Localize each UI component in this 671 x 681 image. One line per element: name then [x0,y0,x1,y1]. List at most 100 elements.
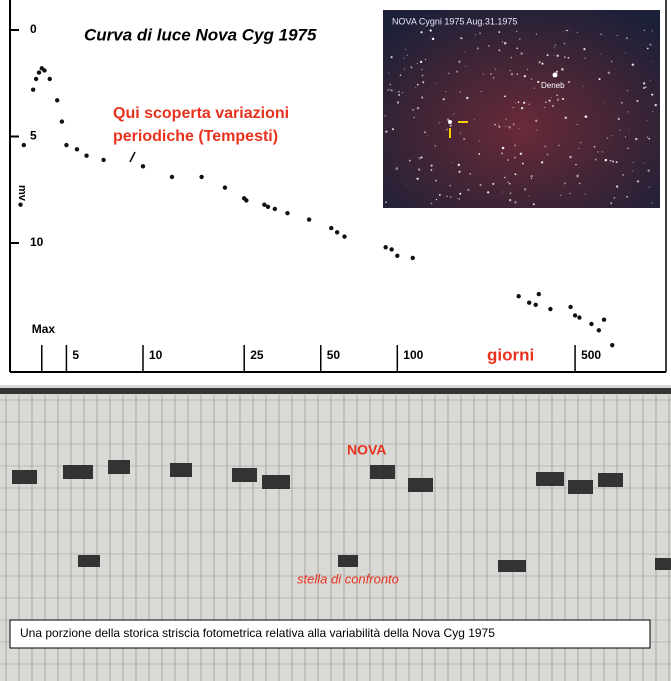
star-dot [519,38,521,40]
star-dot [450,196,452,198]
x-tick-label: 500 [581,348,601,362]
star-dot [530,78,533,80]
star-dot [508,182,511,185]
y-tick-label: 10 [30,235,44,249]
star-dot [626,90,629,92]
data-point [395,253,400,258]
star-dot [438,122,441,124]
star-dot [416,106,420,110]
star-dot [492,182,495,185]
annotation-arrow [129,151,136,163]
star-dot [451,162,453,164]
star-dot [426,134,428,136]
star-dot [505,118,507,120]
star-dot [457,197,459,199]
star-dot [445,91,447,93]
star-dot [626,196,628,198]
star-dot [430,164,433,167]
star-dot [646,136,649,138]
star-dot [523,101,526,104]
data-point [601,317,607,322]
star-dot [627,147,629,149]
star-dot [459,192,462,195]
data-point [30,87,36,92]
star-dot [405,184,407,186]
star-dot [453,112,455,114]
star-dot [628,129,630,131]
star-dot [501,41,503,43]
star-dot [401,91,404,94]
star-dot [391,128,395,131]
data-point [140,164,146,169]
star-dot [512,123,515,126]
star-dot [467,188,470,191]
data-point [577,315,582,320]
data-point [589,321,594,327]
star-dot [651,202,653,204]
star-dot [395,167,399,170]
chart-title: Curva di luce Nova Cyg 1975 [84,25,317,44]
star-dot [636,180,640,183]
y-axis-label: mv [16,185,28,202]
star-dot [487,45,490,47]
star-dot [535,33,538,35]
star-dot [604,158,608,162]
sky-photo: NOVA Cygni 1975 Aug.31.1975 Deneb [383,10,660,208]
data-point [222,185,228,190]
star-dot [516,31,518,33]
star-dot [521,162,524,165]
star-dot [563,42,566,45]
star-dot [582,85,584,87]
star-dot [560,194,562,196]
trace [78,555,100,567]
star-dot [520,52,523,55]
comparison-label: stella di confronto [297,571,399,586]
x-tick-label: 50 [327,348,341,362]
star-dot [548,99,551,102]
star-dot [501,146,505,150]
star-dot [422,81,425,84]
star-dot [556,54,559,57]
star-dot [554,73,556,76]
star-dot [563,56,566,59]
star-dot [517,101,520,103]
star-dot [424,131,426,134]
trace [408,478,433,492]
star-dot [474,119,475,121]
star-dot [523,187,527,191]
star-dot [464,51,466,53]
trace [655,558,671,570]
star-dot [610,60,613,63]
star-dot [627,111,629,113]
star-dot [636,99,639,103]
star-dot [537,80,540,84]
star-dot [535,119,538,122]
star-dot [526,68,528,70]
star-dot [510,73,514,76]
star-dot [612,160,615,163]
star-dot [567,56,570,59]
star-dot [544,107,546,109]
star-dot [622,174,624,176]
star-dot [565,29,568,32]
star-dot [408,159,411,162]
star-dot [530,175,533,178]
star-dot [480,91,482,93]
star-dot [551,97,553,99]
star-dot [647,169,650,172]
x-tick-label: Max [32,322,56,336]
star-dot [420,31,423,34]
nova-marker [449,121,468,138]
star-dot [541,62,544,65]
star-label: Deneb [541,81,565,90]
star-dot [563,183,566,185]
star-dot [533,87,535,89]
star-dot [528,195,530,197]
star-dot [564,182,566,184]
data-point [42,68,47,73]
star-dot [613,197,616,199]
star-dot [600,53,602,55]
x-tick-label: 25 [250,348,264,362]
star-dot [458,198,461,200]
star-dot [420,156,423,159]
